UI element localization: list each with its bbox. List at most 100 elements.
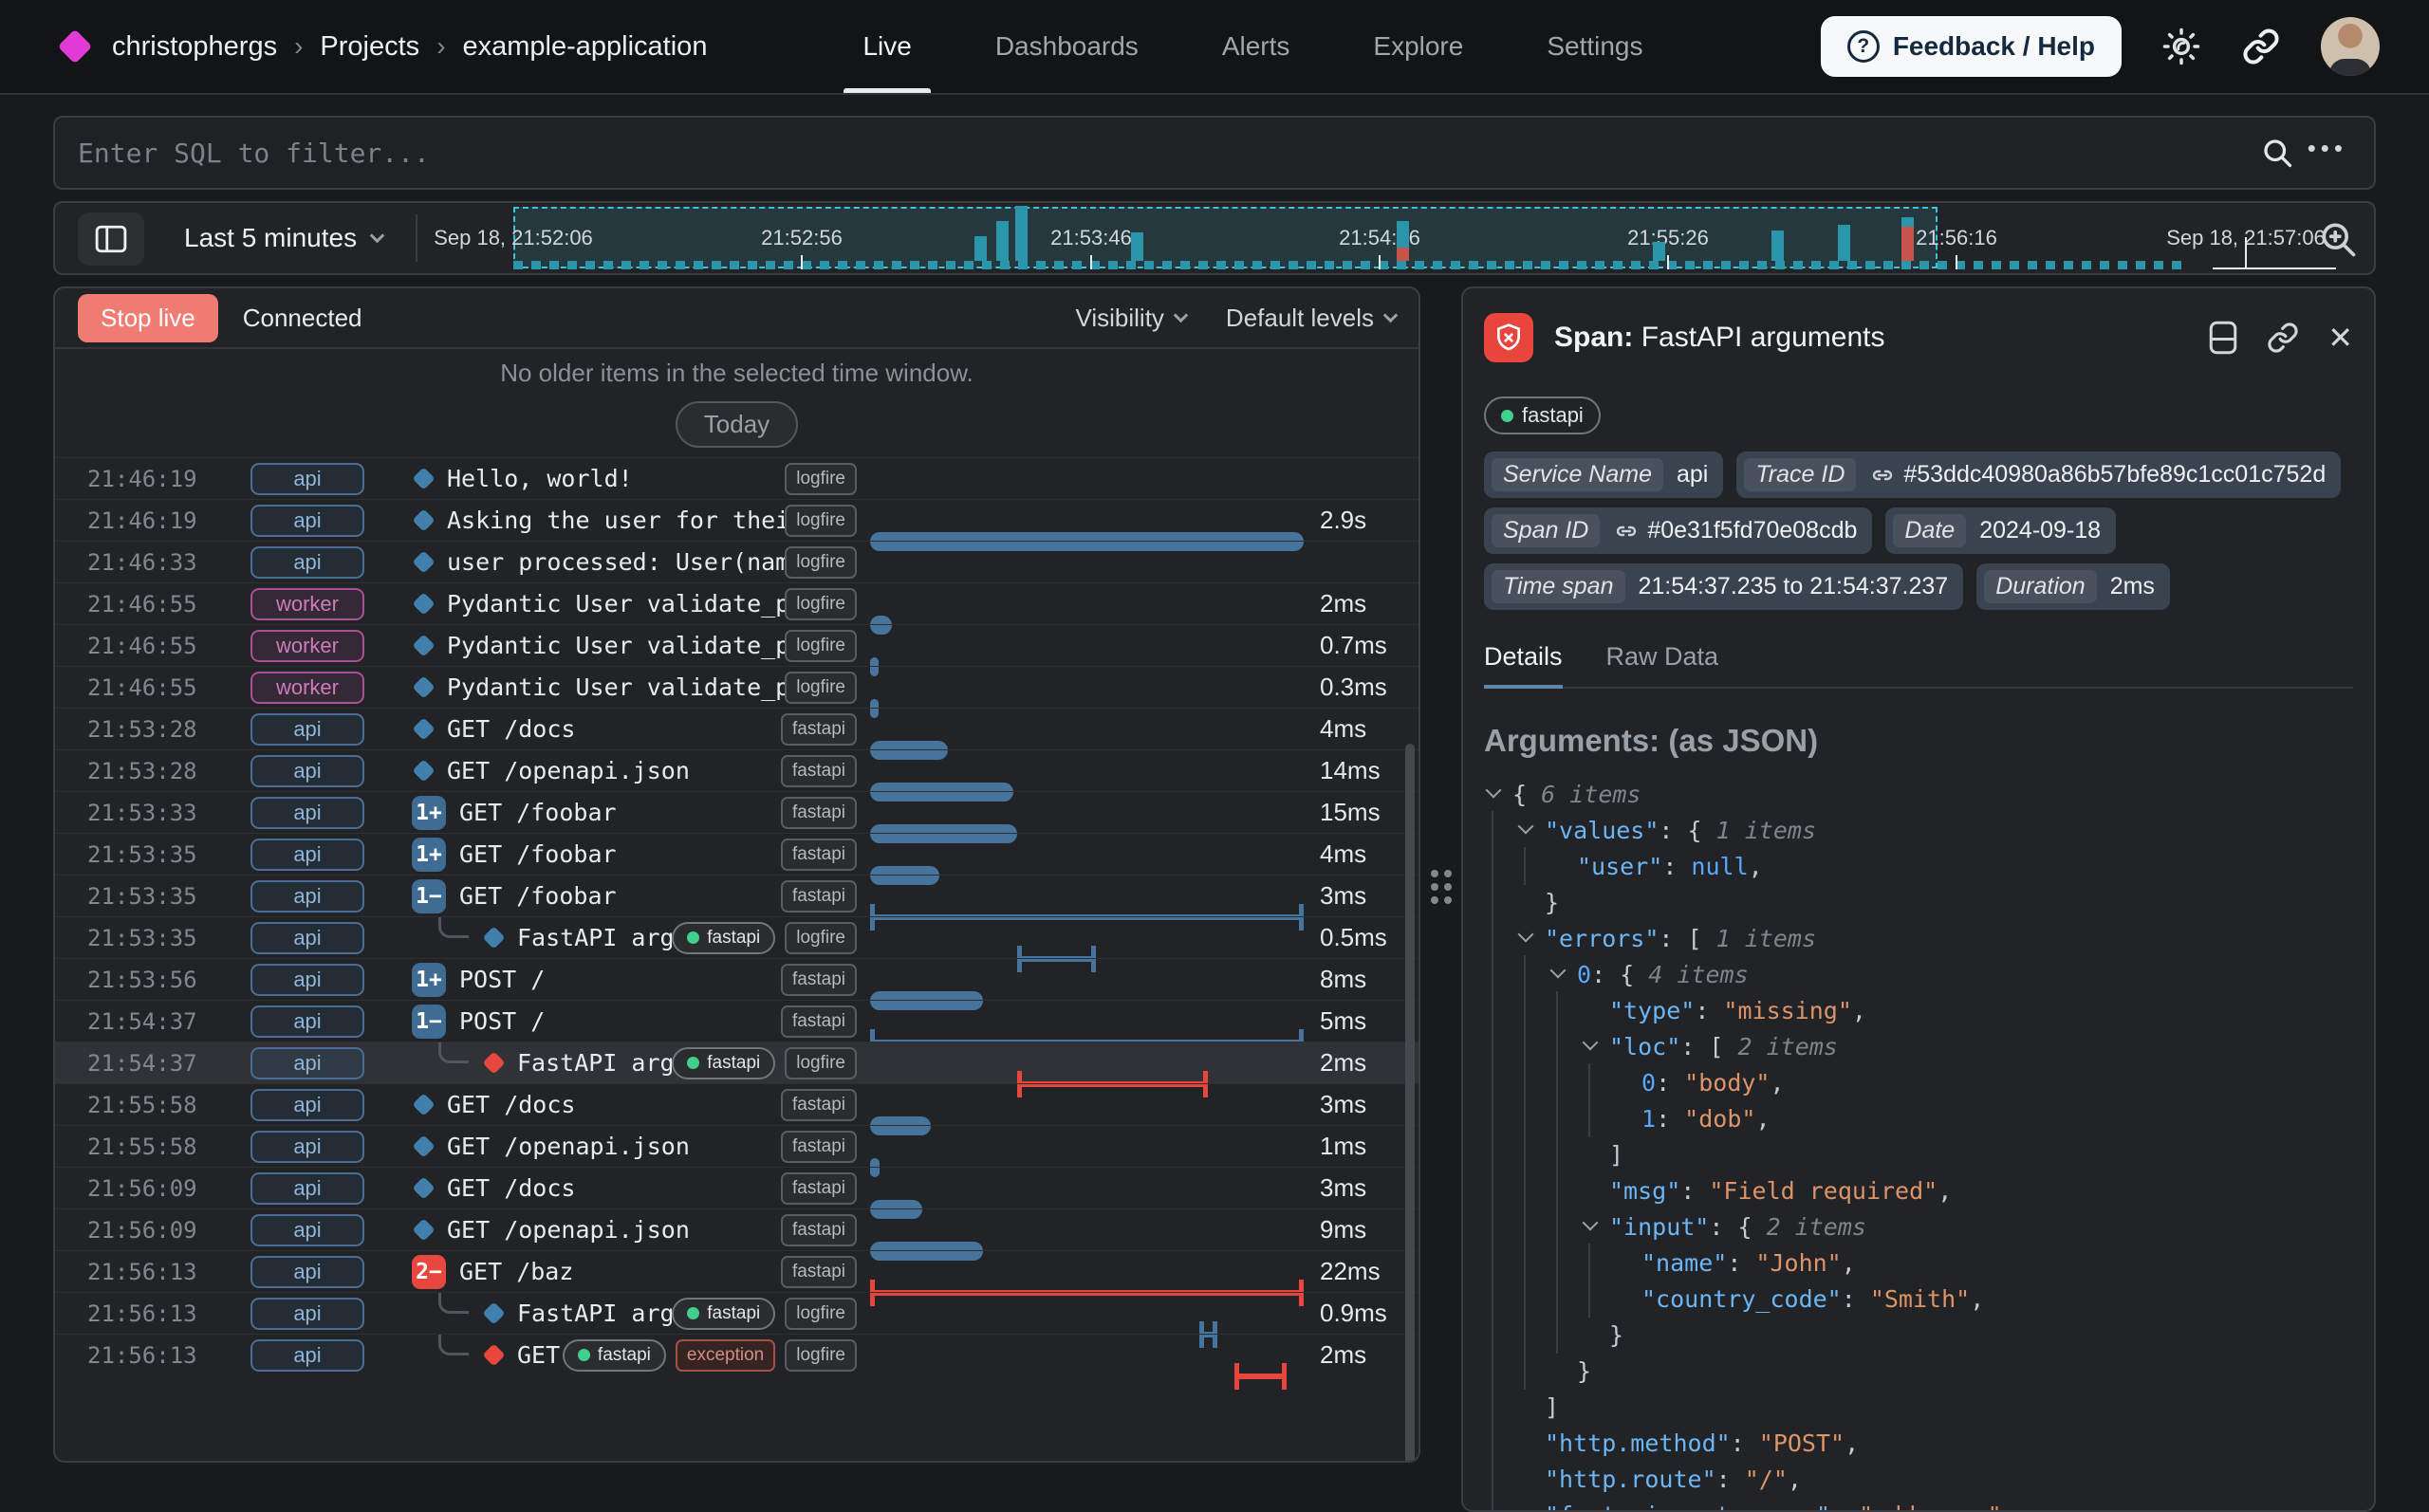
collapse-count-badge[interactable]: 1− [412, 879, 446, 913]
service-badge-worker: worker [250, 672, 364, 704]
tab-alerts[interactable]: Alerts [1180, 0, 1332, 93]
tag-fastapi: fastapi [781, 755, 857, 787]
meta-chip-trace-id[interactable]: Trace ID#53ddc40980a86b57bfe89c1cc01c752… [1736, 452, 2341, 498]
json-token: "missing" [1723, 997, 1851, 1024]
json-token: "John" [1755, 1249, 1841, 1277]
json-token: "name" [1641, 1249, 1727, 1277]
tag-fastapi: fastapi [781, 1256, 857, 1288]
tab-raw-data[interactable]: Raw Data [1606, 642, 1719, 687]
json-token: "POST" [1759, 1429, 1845, 1457]
row-duration: 4ms [1320, 714, 1418, 744]
indent-guide [1484, 1353, 1516, 1389]
row-tags: logfire [785, 546, 870, 579]
arguments-heading-suffix: (as JSON) [1668, 723, 1818, 758]
timeline-selection[interactable] [513, 207, 1938, 268]
sql-filter-input[interactable] [55, 138, 2260, 169]
json-token: "country_code" [1641, 1285, 1842, 1313]
service-badge-api: api [250, 1172, 364, 1205]
row-message: GET /openapi.json [447, 1133, 690, 1160]
breadcrumb-projects[interactable]: Projects [320, 31, 419, 63]
stop-live-button[interactable]: Stop live [78, 294, 218, 342]
green-dot-icon [687, 1057, 699, 1069]
zoom-in-icon[interactable] [2317, 218, 2359, 265]
json-token: "body" [1684, 1069, 1770, 1097]
meta-chip-span-id[interactable]: Span ID#0e31f5fd70e08cdb [1484, 507, 1872, 554]
row-timestamp: 21:53:28 [87, 758, 250, 784]
list-notice: No older items in the selected time wind… [55, 349, 1418, 457]
json-token: , [1755, 1105, 1770, 1133]
empty-window-message: No older items in the selected time wind… [500, 359, 973, 388]
service-badge-api: api [250, 713, 364, 746]
tag-logfire: logfire [785, 922, 857, 954]
json-token: 1 items [1716, 925, 1816, 952]
timeline-tick-label: 21:56:16 [1916, 226, 1997, 250]
service-badge-api: api [250, 1047, 364, 1079]
timeline-tick-label: 21:55:26 [1627, 226, 1709, 250]
tab-details[interactable]: Details [1484, 642, 1563, 687]
collapse-count-badge[interactable]: 2− [412, 1255, 446, 1289]
panel-resize-handle[interactable] [1427, 859, 1456, 914]
meta-chip-label: Duration [1984, 570, 2097, 603]
collapse-count-badge[interactable]: 1+ [412, 796, 446, 830]
breadcrumb-org[interactable]: christophergs [112, 31, 277, 63]
tab-live[interactable]: Live [821, 0, 953, 93]
visibility-dropdown[interactable]: Visibility [1075, 304, 1185, 333]
row-duration: 14ms [1320, 756, 1418, 785]
span-diamond-icon [412, 467, 435, 489]
list-scrollbar[interactable] [1405, 744, 1415, 1463]
collapse-count-badge[interactable]: 1+ [412, 838, 446, 872]
tab-explore[interactable]: Explore [1331, 0, 1505, 93]
close-icon[interactable]: ✕ [2327, 323, 2353, 353]
row-message-cell: FastAPI argumentsfastapilogfire [412, 1293, 870, 1334]
collapse-count-badge[interactable]: 1+ [412, 963, 446, 997]
card-view-icon[interactable] [2208, 321, 2238, 355]
row-message: GET /foobar [459, 882, 617, 910]
share-link-icon[interactable] [2241, 27, 2281, 66]
more-options-icon[interactable]: ••• [2308, 134, 2347, 163]
tag-fastapi: fastapi [781, 839, 857, 871]
indent-guide [1581, 1245, 1613, 1281]
default-levels-dropdown[interactable]: Default levels [1226, 304, 1396, 333]
feedback-help-button[interactable]: ? Feedback / Help [1821, 16, 2122, 77]
tab-dashboards[interactable]: Dashboards [954, 0, 1180, 93]
json-token: : [1842, 1285, 1870, 1313]
user-avatar[interactable] [2321, 17, 2380, 76]
today-button[interactable]: Today [676, 401, 798, 448]
json-token: "Smith" [1870, 1285, 1970, 1313]
row-message: FastAPI arguments [517, 1300, 672, 1327]
span-diamond-icon [412, 550, 435, 573]
breadcrumb-project[interactable]: example-application [463, 31, 708, 63]
tab-settings[interactable]: Settings [1505, 0, 1684, 93]
theme-toggle-icon[interactable] [2161, 27, 2201, 66]
search-icon[interactable] [2260, 136, 2294, 170]
copy-link-icon[interactable] [2267, 322, 2299, 354]
collapse-count-badge[interactable]: 1− [412, 1005, 446, 1039]
